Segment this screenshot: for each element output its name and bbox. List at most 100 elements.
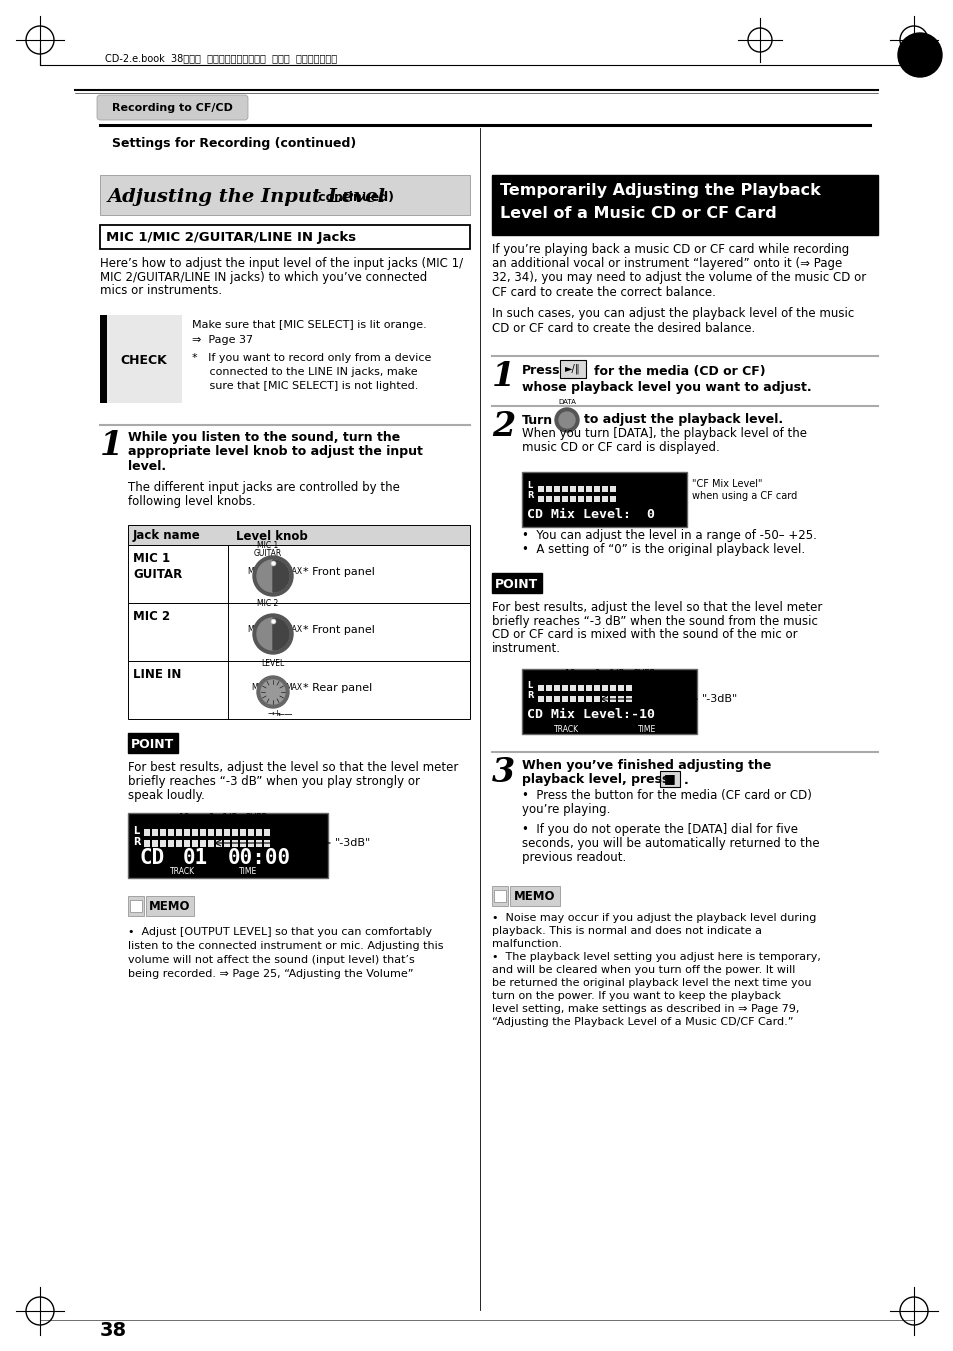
Text: instrument.: instrument.: [492, 643, 560, 655]
Bar: [208, 830, 213, 836]
Bar: [264, 830, 270, 836]
Bar: [537, 685, 543, 690]
Bar: [659, 771, 679, 788]
Text: For best results, adjust the level so that the level meter: For best results, adjust the level so th…: [492, 600, 821, 613]
Text: playback level, press: playback level, press: [521, 774, 669, 786]
Text: L: L: [526, 481, 532, 490]
Text: 0dB: 0dB: [221, 813, 238, 823]
Text: CD Mix Level:-10: CD Mix Level:-10: [526, 708, 655, 721]
Bar: [585, 696, 592, 703]
Bar: [554, 496, 559, 503]
Bar: [160, 840, 166, 847]
Text: LEVEL: LEVEL: [261, 659, 284, 669]
Bar: [561, 496, 567, 503]
Text: MIN: MIN: [251, 684, 265, 693]
Bar: [585, 685, 592, 690]
Bar: [545, 486, 552, 492]
Bar: [192, 840, 198, 847]
Bar: [168, 840, 173, 847]
Bar: [578, 696, 583, 703]
Bar: [545, 685, 552, 690]
Bar: [128, 603, 470, 661]
Text: -12: -12: [176, 813, 190, 823]
Text: 32, 34), you may need to adjust the volume of the music CD or: 32, 34), you may need to adjust the volu…: [492, 272, 865, 285]
Bar: [200, 830, 206, 836]
Bar: [492, 573, 541, 593]
Text: MEMO: MEMO: [514, 889, 556, 902]
Bar: [200, 840, 206, 847]
Text: “Adjusting the Playback Level of a Music CD/CF Card.”: “Adjusting the Playback Level of a Music…: [492, 1017, 793, 1027]
Bar: [128, 661, 470, 719]
Bar: [561, 486, 567, 492]
Bar: [594, 486, 599, 492]
Wedge shape: [273, 561, 289, 592]
Bar: [569, 486, 576, 492]
Bar: [569, 496, 576, 503]
Bar: [255, 830, 262, 836]
Bar: [175, 830, 182, 836]
Text: MEMO: MEMO: [149, 901, 191, 913]
Text: •  If you do not operate the [DATA] dial for five: • If you do not operate the [DATA] dial …: [521, 824, 797, 836]
Text: volume will not affect the sound (input level) that’s: volume will not affect the sound (input …: [128, 955, 415, 965]
Text: Make sure that [MIC SELECT] is lit orange.: Make sure that [MIC SELECT] is lit orang…: [192, 320, 426, 330]
Bar: [537, 496, 543, 503]
Text: •  You can adjust the level in a range of -50– +25.: • You can adjust the level in a range of…: [521, 528, 816, 542]
Bar: [175, 840, 182, 847]
Text: level setting, make settings as described in ⇒ Page 79,: level setting, make settings as describe…: [492, 1004, 799, 1015]
Circle shape: [256, 561, 289, 592]
Text: (continued): (continued): [308, 190, 394, 204]
Text: ←—: ←—: [277, 709, 294, 719]
Bar: [100, 315, 182, 403]
Text: GUITAR: GUITAR: [132, 569, 182, 581]
Text: GUITAR: GUITAR: [253, 549, 282, 558]
Text: connected to the LINE IN jacks, make: connected to the LINE IN jacks, make: [192, 367, 417, 377]
Text: to adjust the playback level.: to adjust the playback level.: [583, 413, 782, 427]
Text: MIC 1: MIC 1: [257, 542, 278, 550]
Bar: [554, 696, 559, 703]
Text: When you turn [DATA], the playback level of the: When you turn [DATA], the playback level…: [521, 427, 806, 440]
Text: CD Mix Level:  0: CD Mix Level: 0: [526, 508, 655, 520]
Bar: [594, 496, 599, 503]
Text: R: R: [526, 692, 533, 701]
Bar: [168, 830, 173, 836]
Text: be returned the original playback level the next time you: be returned the original playback level …: [492, 978, 811, 988]
Circle shape: [256, 617, 289, 650]
Text: following level knobs.: following level knobs.: [128, 494, 255, 508]
Text: •  The playback level setting you adjust here is temporary,: • The playback level setting you adjust …: [492, 952, 820, 962]
Bar: [545, 496, 552, 503]
Bar: [559, 359, 585, 378]
Text: OVER: OVER: [632, 670, 655, 678]
Circle shape: [897, 32, 941, 77]
Text: Press: Press: [521, 365, 560, 377]
Text: 3: 3: [492, 757, 515, 789]
Bar: [537, 486, 543, 492]
Text: •  Noise may occur if you adjust the playback level during: • Noise may occur if you adjust the play…: [492, 913, 816, 923]
Circle shape: [253, 557, 293, 596]
Text: Temporarily Adjusting the Playback: Temporarily Adjusting the Playback: [499, 184, 820, 199]
Text: 00:00: 00:00: [228, 848, 291, 867]
Text: MIN: MIN: [247, 626, 261, 635]
Bar: [144, 840, 150, 847]
Text: L: L: [526, 681, 532, 689]
Bar: [224, 840, 230, 847]
Text: Here’s how to adjust the input level of the input jacks (MIC 1/: Here’s how to adjust the input level of …: [100, 257, 462, 269]
Text: TRACK: TRACK: [554, 724, 579, 734]
Bar: [569, 696, 576, 703]
Bar: [601, 685, 607, 690]
Text: CD: CD: [140, 848, 165, 867]
Bar: [184, 840, 190, 847]
Text: OVER: OVER: [244, 813, 268, 823]
Bar: [521, 471, 686, 527]
Bar: [510, 886, 559, 907]
Circle shape: [558, 412, 575, 428]
Bar: [554, 486, 559, 492]
Text: -12: -12: [561, 670, 576, 678]
Text: POINT: POINT: [495, 577, 538, 590]
Text: speak loudly.: speak loudly.: [128, 789, 205, 801]
Text: R: R: [132, 838, 140, 847]
Bar: [160, 830, 166, 836]
Bar: [578, 685, 583, 690]
Bar: [561, 685, 567, 690]
Bar: [130, 900, 142, 912]
Bar: [128, 813, 328, 878]
